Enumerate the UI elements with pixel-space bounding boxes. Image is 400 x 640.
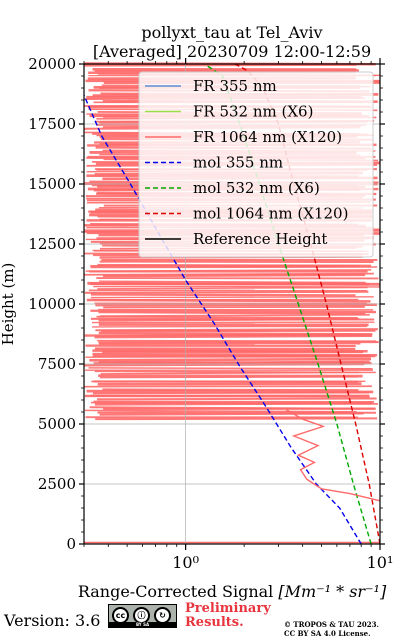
- legend-label: mol 532 nm (X6): [193, 179, 320, 197]
- y-tick-label: 12500: [28, 235, 76, 253]
- fr1064-noise-stroke: [97, 339, 377, 342]
- y-tick-label: 2500: [38, 475, 76, 493]
- badge-strip: BY SA: [109, 622, 176, 627]
- series-line-0: [83, 94, 362, 545]
- chart-title-line2: [Averaged] 20230709 12:00-12:59: [93, 42, 371, 61]
- cc-license-badge: cc ⓘ ↻ BY SA: [108, 604, 177, 628]
- x-tick-label: 10⁰: [172, 553, 199, 572]
- fr1064-noise-stroke: [96, 315, 358, 319]
- fr1064-noise-stroke: [97, 397, 377, 401]
- fr1064-noise-stroke: [90, 293, 356, 297]
- y-axis-label: Height (m): [0, 263, 17, 346]
- series-line-3: [286, 408, 381, 502]
- y-tick-label: 15000: [28, 175, 76, 193]
- fr1064-noise-stroke: [98, 360, 372, 365]
- fr1064-noise-stroke: [86, 389, 374, 394]
- fr1064-noise-stroke: [85, 290, 369, 294]
- fr1064-noise-stroke: [92, 325, 368, 328]
- y-tick-label: 7500: [38, 355, 76, 373]
- fr1064-noise-stroke: [84, 272, 374, 276]
- fr1064-noise-stroke: [98, 311, 366, 315]
- fr1064-noise-stroke: [90, 317, 375, 321]
- legend-label: FR 1064 nm (X120): [193, 128, 342, 146]
- y-tick-label: 5000: [38, 415, 76, 433]
- fr1064-noise-stroke: [90, 266, 378, 269]
- fr1064-noise-stroke: [95, 417, 378, 421]
- y-tick-label: 0: [66, 535, 76, 553]
- copyright-line1: © TROPOS & TAU 2023.: [284, 620, 379, 629]
- copyright-note: © TROPOS & TAU 2023. CC BY SA 4.0 Licens…: [284, 620, 379, 638]
- x-axis-label-text: Range-Corrected Signal: [78, 582, 279, 601]
- fr1064-noise-stroke: [88, 367, 373, 370]
- legend: FR 355 nm FR 532 nm (X6) FR 1064 nm (X120)…: [138, 71, 374, 258]
- preliminary-line1: Preliminary: [185, 601, 271, 616]
- x-axis-label: Range-Corrected Signal [Mm⁻¹ * sr⁻¹]: [78, 582, 387, 601]
- y-tick-label: 10000: [28, 295, 76, 313]
- fr1064-noise-stroke: [92, 352, 377, 357]
- preliminary-line2: Results.: [185, 615, 244, 630]
- fr1064-noise-stroke: [97, 263, 372, 267]
- fr1064-noise-stroke: [97, 382, 362, 386]
- y-tick-label: 20000: [28, 55, 76, 73]
- chart-title-line1: pollyxt_tau at Tel_Aviv: [141, 23, 322, 42]
- legend-label: mol 355 nm: [193, 154, 283, 172]
- copyright-line2: CC BY SA 4.0 License.: [284, 629, 371, 638]
- preliminary-results-note: Preliminary Results.: [185, 602, 271, 630]
- legend-label: Reference Height: [193, 230, 327, 248]
- fr1064-noise-stroke: [90, 296, 374, 299]
- y-axis: 0 2500 5000 7500 10000 12500 15000 17500 20000: [28, 55, 385, 553]
- fr1064-noise-stroke: [84, 409, 357, 413]
- fr1064-noise-stroke: [100, 313, 370, 317]
- legend-label: FR 355 nm: [193, 77, 277, 95]
- fr1064-noise-stroke: [97, 286, 368, 290]
- x-tick-label: 10¹: [367, 553, 394, 572]
- x-axis-label-units: [Mm⁻¹ * sr⁻¹]: [278, 582, 387, 601]
- fr1064-noise-stroke: [85, 269, 372, 272]
- fr1064-noise-stroke: [98, 331, 373, 336]
- fr1064-noise-stroke: [95, 328, 378, 332]
- fr1064-noise-stroke: [89, 406, 376, 410]
- legend-box: [138, 71, 374, 258]
- fr1064-noise-stroke: [94, 370, 360, 374]
- fr1064-noise-stroke: [87, 281, 380, 286]
- fr1064-noise-stroke: [84, 363, 365, 367]
- fr1064-noise-stroke: [89, 357, 372, 362]
- legend-label: FR 532 nm (X6): [193, 103, 313, 121]
- legend-label: mol 1064 nm (X120): [193, 205, 348, 223]
- x-axis: 10⁰ 10¹: [83, 58, 394, 572]
- fr1064-noise-stroke: [102, 388, 359, 392]
- y-tick-label: 17500: [28, 115, 76, 133]
- fr1064-noise-stroke: [102, 273, 366, 278]
- version-label: Version: 3.6: [4, 611, 101, 630]
- fr1064-noise-stroke: [90, 309, 377, 314]
